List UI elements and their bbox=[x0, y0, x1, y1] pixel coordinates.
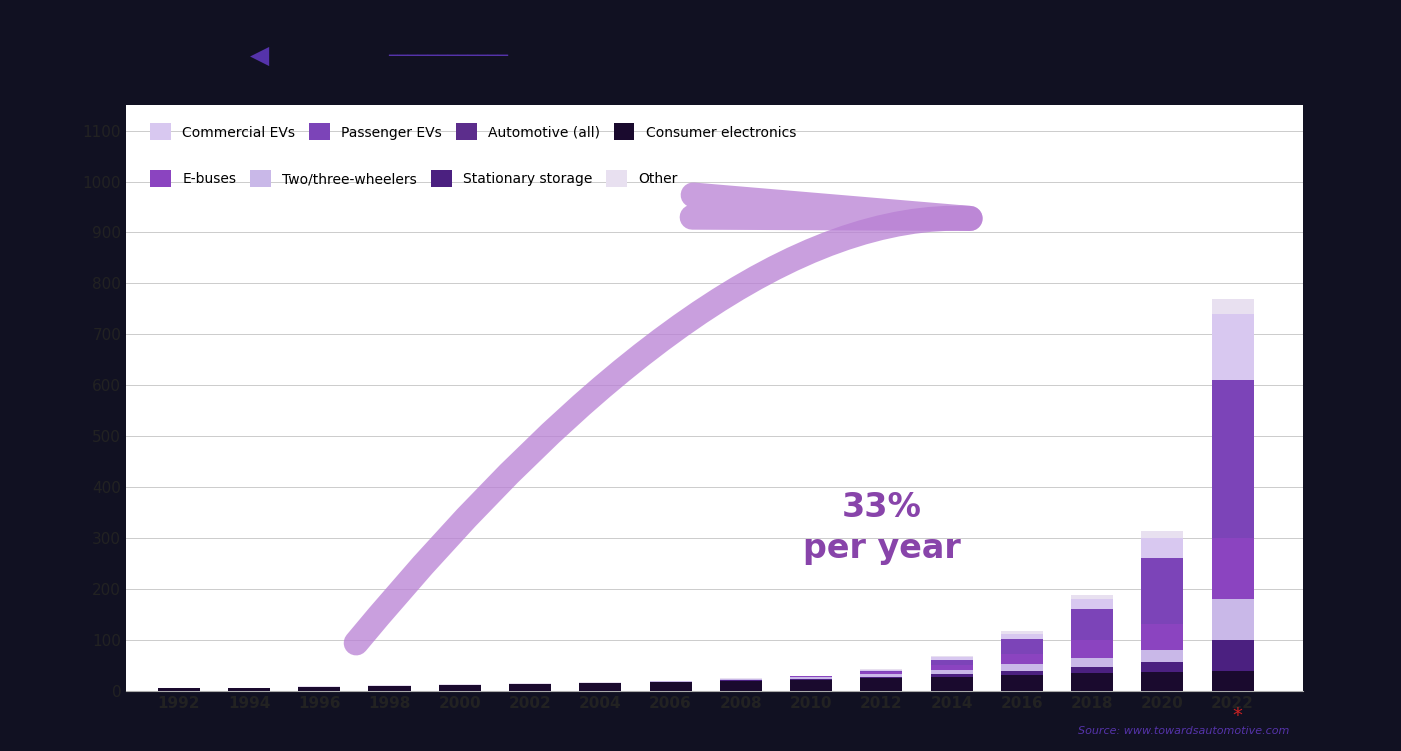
Text: 33%
per year: 33% per year bbox=[803, 491, 960, 565]
Bar bbox=[1072, 673, 1114, 691]
Bar bbox=[1072, 667, 1114, 673]
Bar bbox=[930, 677, 972, 691]
Bar bbox=[158, 689, 200, 691]
Bar bbox=[1142, 650, 1184, 662]
Bar bbox=[860, 674, 902, 677]
Bar bbox=[720, 680, 762, 691]
Bar bbox=[1212, 538, 1254, 599]
Bar bbox=[930, 670, 972, 674]
Bar bbox=[790, 676, 832, 677]
Bar bbox=[860, 677, 902, 678]
Bar bbox=[930, 656, 972, 657]
Bar bbox=[790, 677, 832, 679]
Bar bbox=[1072, 595, 1114, 599]
Bar bbox=[1142, 662, 1184, 671]
Bar bbox=[1000, 639, 1042, 654]
Bar bbox=[860, 678, 902, 691]
Bar bbox=[860, 671, 902, 674]
Bar bbox=[1212, 671, 1254, 691]
Bar bbox=[1000, 674, 1042, 691]
Text: ◀: ◀ bbox=[249, 44, 269, 68]
Legend: E-buses, Two/three-wheelers, Stationary storage, Other: E-buses, Two/three-wheelers, Stationary … bbox=[144, 164, 682, 193]
Bar bbox=[1142, 624, 1184, 650]
Bar bbox=[930, 665, 972, 670]
Bar bbox=[930, 674, 972, 677]
Bar bbox=[650, 682, 692, 691]
Bar bbox=[930, 660, 972, 665]
Bar bbox=[720, 679, 762, 680]
Bar bbox=[1072, 609, 1114, 640]
Text: *: * bbox=[1233, 706, 1243, 725]
Bar bbox=[1000, 632, 1042, 634]
Bar bbox=[1072, 599, 1114, 609]
Bar bbox=[1142, 558, 1184, 624]
Bar bbox=[1212, 640, 1254, 671]
Bar bbox=[1142, 532, 1184, 538]
Bar bbox=[1000, 634, 1042, 639]
Bar bbox=[509, 684, 551, 691]
Bar bbox=[1212, 599, 1254, 640]
Bar bbox=[1212, 380, 1254, 538]
Bar bbox=[1072, 658, 1114, 667]
Bar bbox=[1212, 314, 1254, 380]
Bar bbox=[1142, 538, 1184, 558]
Bar bbox=[790, 679, 832, 680]
Bar bbox=[790, 680, 832, 691]
Bar bbox=[298, 687, 340, 691]
Bar bbox=[1000, 654, 1042, 665]
Bar bbox=[1000, 671, 1042, 674]
Text: ────────────: ──────────── bbox=[388, 47, 509, 65]
Bar bbox=[1142, 671, 1184, 691]
Text: Source: www.towardsautomotive.com: Source: www.towardsautomotive.com bbox=[1077, 726, 1289, 736]
Bar bbox=[1000, 665, 1042, 671]
Bar bbox=[579, 683, 622, 691]
Bar bbox=[860, 669, 902, 670]
Bar bbox=[439, 685, 481, 691]
Bar bbox=[1212, 299, 1254, 314]
Bar bbox=[228, 688, 270, 691]
Bar bbox=[930, 657, 972, 660]
Bar bbox=[368, 686, 410, 691]
Bar bbox=[1072, 640, 1114, 658]
